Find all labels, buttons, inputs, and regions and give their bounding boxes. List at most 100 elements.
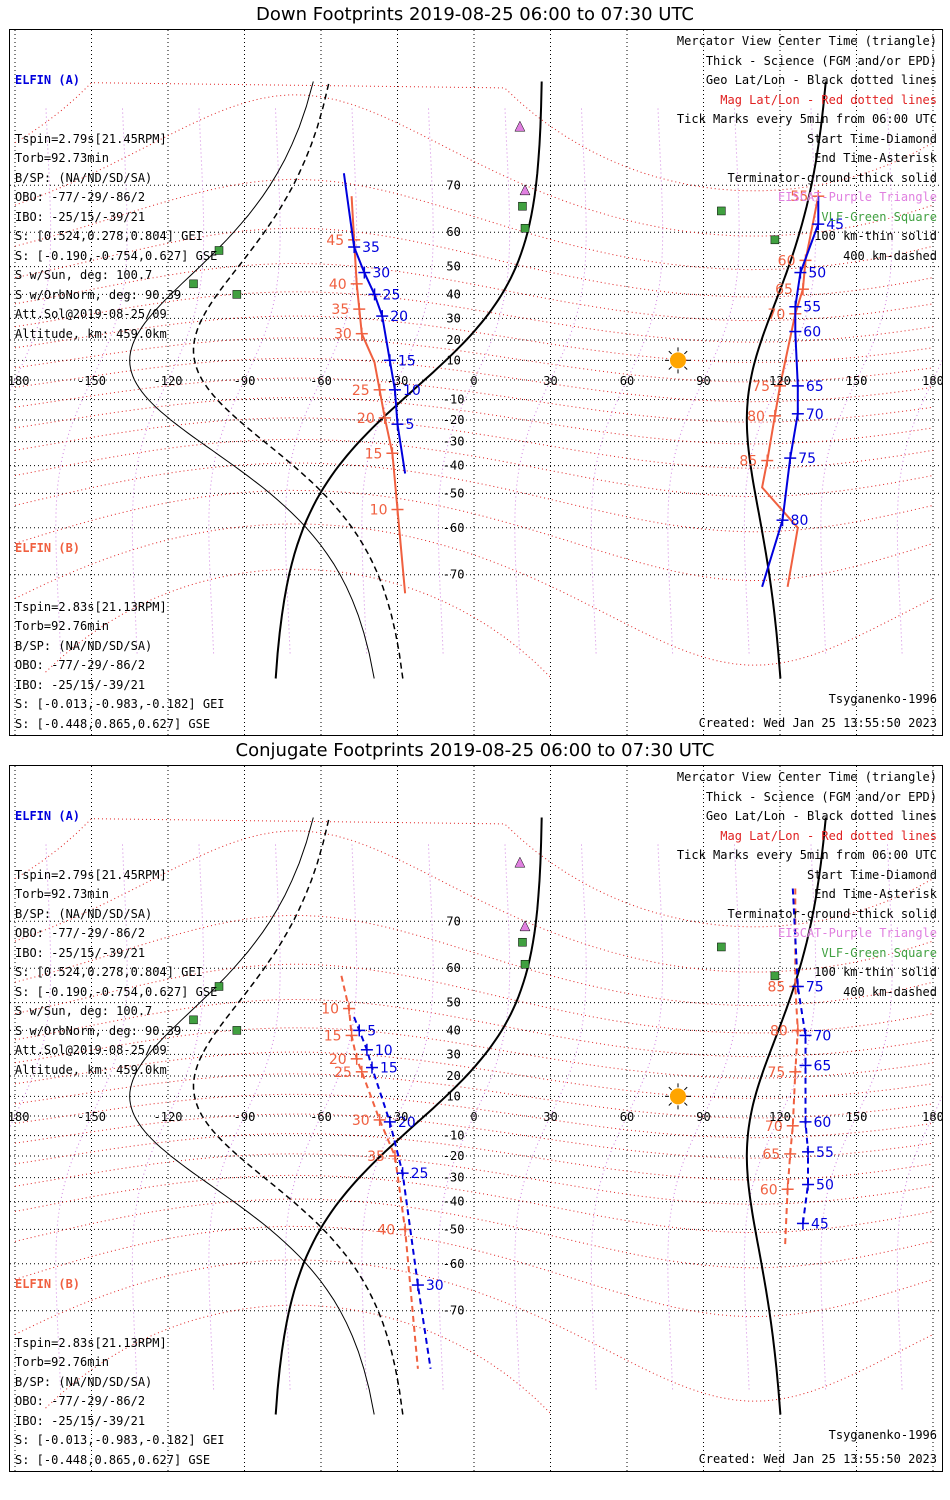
elfin-b-lines: Tspin=2.83s[21.13RPM] Torb=92.76min B/SP: …	[15, 598, 225, 731]
legend-item: Start Time-Diamond	[806, 131, 937, 146]
eiscat-triangle	[519, 920, 531, 932]
legend-item: 100 km-thin solid	[814, 229, 937, 243]
info-line: S w/Sun, deg: 100.7	[15, 1004, 153, 1018]
legend-item: Geo Lat/Lon - Black dotted lines	[705, 73, 937, 87]
vlf-station-square	[214, 246, 224, 255]
axis-labels: -180 -150 -120 -90 -60 -30 0 30 60 90 120 150 180 70 6…	[10, 914, 942, 1317]
track-tick-label: 40	[329, 277, 347, 293]
track-tick-label: 35	[362, 240, 380, 256]
lon-tick-label: 150	[846, 1110, 868, 1124]
info-line: S w/OrbNorm, deg: 90.39	[15, 1023, 182, 1038]
legend: Mercator View Center Time (triangle) Thic…	[677, 768, 937, 1002]
lon-tick-label: 0	[470, 1110, 477, 1124]
lat-tick-label: 30	[446, 1047, 460, 1061]
vlf-station-square	[189, 279, 198, 289]
legend-item: Thick - Science (FGM and/or EPD)	[705, 789, 937, 804]
track-tick-label: 5	[367, 1023, 376, 1039]
lat-tick-label: -40	[443, 1195, 465, 1209]
lon-tick-label: -180	[10, 1110, 29, 1124]
lon-tick-label: -30	[387, 1110, 409, 1124]
track-tick-label: 85	[767, 979, 785, 995]
mag-grid	[10, 82, 942, 678]
lon-tick-label: -120	[154, 1110, 183, 1124]
mag-parallel	[14, 178, 934, 271]
legend-item: Terminator-ground-thick solid	[727, 170, 937, 185]
lat-tick-label: -20	[443, 1149, 465, 1163]
legend-item: Tick Marks every 5min from 06:00 UTC	[676, 848, 937, 862]
info-line: Tspin=2.83s[21.13RPM]	[15, 1335, 167, 1350]
lon-tick-label: 120	[769, 1110, 791, 1124]
legend-item: Thick - Science (FGM and/or EPD)	[705, 53, 937, 68]
elfin-b-label: ELFIN (B)	[15, 541, 81, 555]
legend-item: Mag Lat/Lon - Red dotted lines	[720, 828, 937, 843]
info-line: S w/Sun, deg: 100.7	[15, 268, 153, 282]
info-line: S: [-0.013,-0.983,-0.182] GEI	[15, 697, 225, 711]
terminator-thick	[274, 817, 543, 1415]
lat-tick-label: -60	[443, 1257, 465, 1271]
track-tick-label: 60	[778, 253, 796, 269]
panel-title-conjugate: Conjugate Footprints 2019-08-25 06:00 to…	[235, 740, 715, 761]
lat-tick-label: 20	[446, 333, 460, 347]
sun-ray	[684, 1102, 688, 1106]
lon-tick-label: 60	[620, 374, 634, 388]
info-line: Torb=92.73min	[15, 887, 109, 901]
track-tick-label: 50	[816, 1178, 834, 1194]
eiscat-triangle	[519, 184, 531, 196]
mag-parallel	[14, 462, 934, 533]
sun-ray	[684, 366, 688, 370]
lon-tick-label: -150	[77, 374, 106, 388]
vlf-station-square	[214, 982, 224, 991]
track-tick-label: 60	[814, 1115, 832, 1131]
elfin-b-track	[340, 975, 419, 1369]
info-line: S: [-0.448,0.865,0.627] GSE	[15, 716, 211, 731]
mag-parallel	[14, 262, 934, 322]
info-line: IBO: -25/15/-39/21	[15, 945, 146, 960]
sun-ray	[668, 366, 672, 370]
legend-item: Mag Lat/Lon - Red dotted lines	[720, 92, 937, 107]
vlf-station-square	[717, 206, 726, 216]
track-tick-label: 60	[803, 325, 821, 341]
track-tick-label: 60	[760, 1182, 778, 1198]
legend-item: EISCAT-Purple Triangle	[778, 926, 937, 940]
lon-tick-label: -60	[310, 1110, 332, 1124]
sun-ray	[684, 1086, 688, 1091]
info-line: Att.Sol@2019-08-25/09	[15, 1043, 167, 1057]
track-tick-label: 55	[803, 300, 821, 316]
lat-tick-label: -70	[443, 568, 465, 582]
lon-tick-label: 180	[922, 1110, 942, 1124]
footer-created: Created: Wed Jan 25 13:55:50 2023	[698, 1452, 937, 1466]
elfin-b-label: ELFIN (B)	[15, 1277, 81, 1291]
mag-parallel	[14, 1259, 934, 1402]
lat-tick-label: 40	[446, 1023, 460, 1037]
info-line: S w/Sun, deg: 116.9	[15, 734, 225, 735]
info-line: Altitude, km: 459.0km	[15, 1062, 167, 1077]
vlf-station-square	[717, 942, 726, 952]
lon-tick-label: 150	[846, 374, 868, 388]
info-line: Tspin=2.79s[21.45RPM]	[15, 131, 167, 146]
lat-tick-label: 10	[446, 353, 460, 367]
elfin-a-lines: Tspin=2.79s[21.45RPM] Torb=92.73min B/SP: …	[15, 866, 217, 1077]
lat-tick-label: 40	[446, 287, 460, 301]
info-line: IBO: -25/15/-39/21	[15, 209, 146, 224]
lon-tick-label: 120	[769, 374, 791, 388]
mag-parallel	[14, 94, 934, 237]
lat-tick-label: 30	[446, 311, 460, 325]
elfin-b-info: ELFIN (B) Tspin=2.83s[21.13RPM] Torb=92.7…	[15, 500, 225, 731]
track-tick-label: 15	[324, 1028, 342, 1044]
mag-parallel	[14, 963, 934, 1034]
info-line: OBO: -77/-29/-86/2	[15, 926, 146, 940]
lon-tick-label: -150	[77, 1110, 106, 1124]
legend-item: Geo Lat/Lon - Black dotted lines	[705, 809, 937, 823]
mag-parallel	[45, 1304, 551, 1414]
track-tick-label: 65	[814, 1058, 832, 1074]
lat-tick-label: -30	[443, 435, 465, 449]
lon-tick-label: 30	[543, 1110, 557, 1124]
track-tick-label: 25	[334, 1065, 352, 1081]
track-tick-label: 20	[390, 309, 408, 325]
info-line: OBO: -77/-29/-86/2	[15, 190, 146, 204]
legend-item: VLF-Green Square	[821, 209, 937, 224]
panel-title-down: Down Footprints 2019-08-25 06:00 to 07:3…	[256, 4, 694, 25]
track-tick-label: 80	[770, 1023, 788, 1039]
info-line: Torb=92.73min	[15, 151, 109, 165]
vlf-station-square	[232, 1026, 242, 1035]
